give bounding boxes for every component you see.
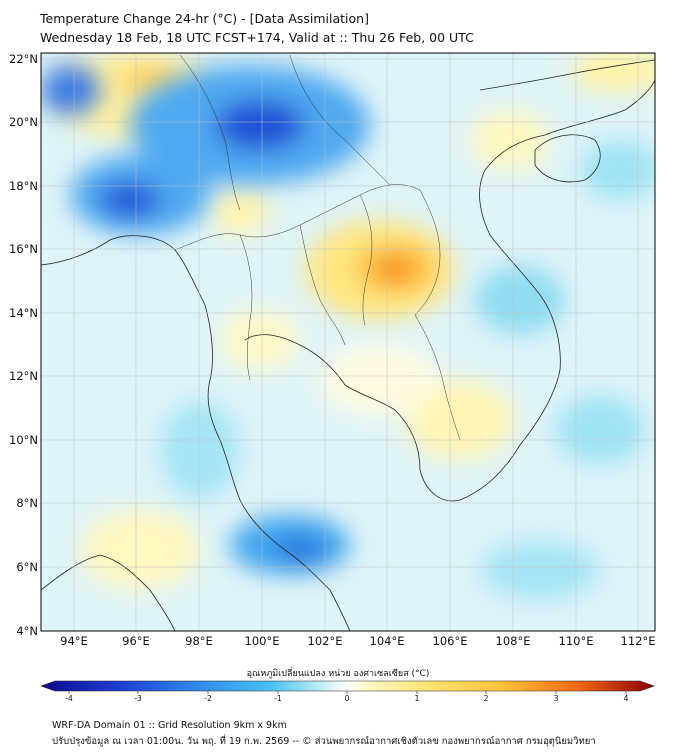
lat-tick: 22°N	[9, 52, 38, 66]
lat-tick: 4°N	[16, 624, 38, 638]
lon-tick: 106°E	[433, 634, 468, 648]
lon-tick: 96°E	[122, 634, 150, 648]
lat-tick: 6°N	[16, 560, 38, 574]
lon-tick: 94°E	[60, 634, 88, 648]
lat-tick: 18°N	[9, 179, 38, 193]
colorbar-tick: 0	[345, 694, 350, 703]
lon-tick: 104°E	[370, 634, 405, 648]
lat-tick: 20°N	[9, 115, 38, 129]
colorbar-tick: -3	[134, 694, 142, 703]
temperature-field	[41, 53, 655, 631]
colorbar-tick: -1	[274, 694, 282, 703]
cold-anomalies	[41, 65, 655, 600]
map-frame	[40, 52, 656, 632]
lon-tick: 110°E	[559, 634, 594, 648]
map-title: Temperature Change 24-hr (°C) - [Data As…	[40, 11, 369, 26]
lat-tick: 12°N	[9, 369, 38, 383]
colorbar-tick: 2	[484, 694, 489, 703]
colorbar-tick: 4	[624, 694, 629, 703]
lat-tick: 10°N	[9, 433, 38, 447]
colorbar-tick: 1	[415, 694, 420, 703]
colorbar: -4 -3 -2 -1 0 1 2 3 4	[40, 680, 655, 703]
coastlines	[41, 59, 655, 631]
lon-tick: 98°E	[185, 634, 213, 648]
model-info: WRF-DA Domain 01 :: Grid Resolution 9km …	[52, 720, 287, 731]
colorbar-tick: -4	[65, 694, 73, 703]
colorbar-tick: 3	[554, 694, 559, 703]
lat-tick: 8°N	[16, 496, 38, 510]
update-credit: ปรับปรุงข้อมูล ณ เวลา 01:00น. วัน พฤ. ที…	[52, 736, 596, 747]
colorbar-tick: -2	[204, 694, 212, 703]
lat-tick: 14°N	[9, 306, 38, 320]
colorbar-ramp	[40, 680, 655, 692]
admin-borders	[174, 54, 461, 441]
colorbar-label: อุณหภูมิเปลี่ยนแปลง หน่วย องศาเซลเซียส (…	[246, 669, 430, 679]
graticule	[41, 53, 655, 631]
lat-tick: 16°N	[9, 242, 38, 256]
lon-tick: 100°E	[245, 634, 280, 648]
map-subtitle: Wednesday 18 Feb, 18 UTC FCST+174, Valid…	[40, 30, 474, 45]
lon-tick: 108°E	[496, 634, 531, 648]
lon-tick: 102°E	[308, 634, 343, 648]
lon-tick: 112°E	[621, 634, 656, 648]
